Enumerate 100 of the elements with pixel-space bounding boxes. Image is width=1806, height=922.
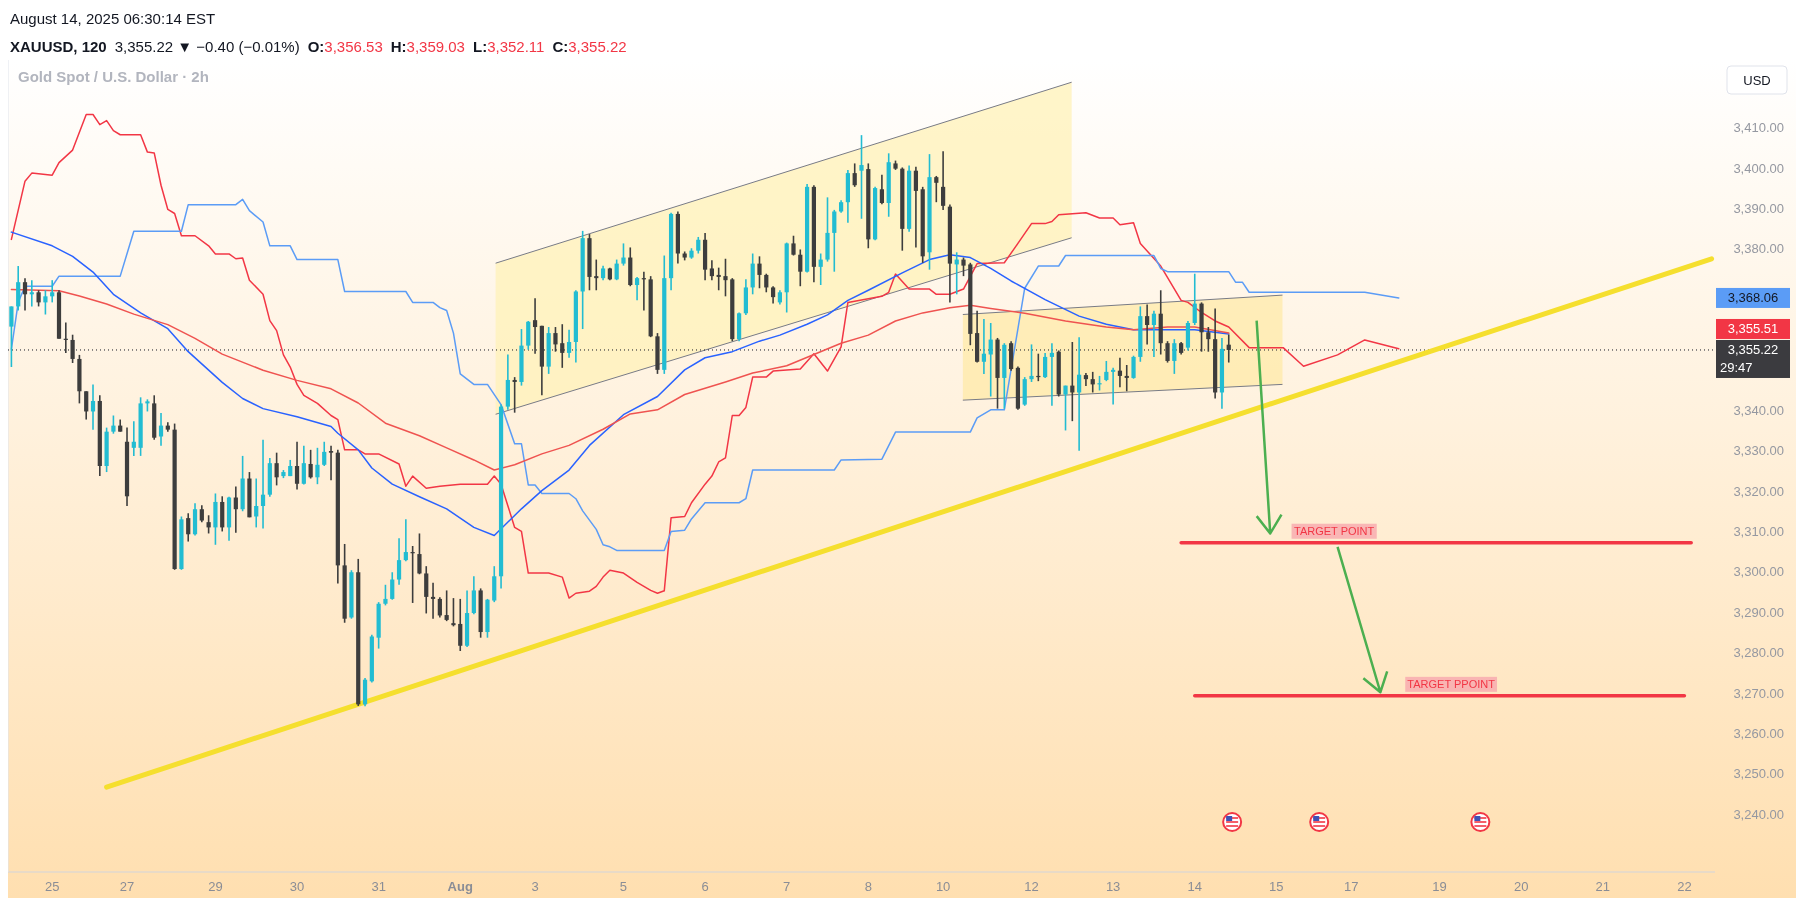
x-tick-label: 17 <box>1343 879 1359 894</box>
y-tick-label: 3,340.00 <box>1733 402 1784 418</box>
y-tick-label: 3,400.00 <box>1733 160 1784 176</box>
y-tick-label: 3,310.00 <box>1733 524 1784 540</box>
y-tick-label: 3,260.00 <box>1733 726 1784 742</box>
candlestick <box>451 597 456 628</box>
text: 3,355.22 ▼ −0.40 (−0.01%) <box>114 38 300 55</box>
text: C:3,355.22 <box>552 38 627 55</box>
candlestick <box>131 420 136 457</box>
candlestick <box>913 165 919 249</box>
y-tick-label: 3,330.00 <box>1733 443 1784 459</box>
candlestick <box>1192 272 1197 326</box>
candlestick <box>254 477 259 529</box>
text: USD <box>1743 73 1771 88</box>
candlestick <box>315 447 320 485</box>
candlestick <box>988 322 993 398</box>
candlestick <box>43 289 48 316</box>
x-tick-label: 10 <box>935 879 951 894</box>
candlestick <box>396 537 402 586</box>
y-tick-label: 3,300.00 <box>1733 564 1784 580</box>
x-tick-label: 15 <box>1269 879 1284 894</box>
y-tick-label: 3,410.00 <box>1733 120 1784 136</box>
candlestick <box>186 512 191 543</box>
ref-line-label: TARGET POINT <box>1294 525 1375 538</box>
candlestick <box>1104 360 1109 382</box>
candlestick <box>1043 352 1048 379</box>
candlestick <box>764 272 769 294</box>
candlestick <box>233 485 238 534</box>
x-tick-label: 5 <box>619 879 628 894</box>
candlestick <box>294 440 300 491</box>
y-tick-label: 3,320.00 <box>1733 483 1784 499</box>
x-tick-label: 20 <box>1513 879 1529 894</box>
candlestick <box>274 451 279 487</box>
candlestick <box>403 518 408 563</box>
y-tick-label: 3,240.00 <box>1733 806 1784 822</box>
candlestick <box>832 209 837 273</box>
candlestick <box>206 514 211 535</box>
candlestick <box>634 276 640 302</box>
text: 3,355.51 <box>1727 321 1779 337</box>
x-tick-label: 31 <box>371 879 386 894</box>
candlestick <box>1117 356 1123 389</box>
candlestick <box>328 445 334 481</box>
y-tick-label: 3,270.00 <box>1733 685 1784 701</box>
candlestick <box>417 532 422 576</box>
candlestick <box>1077 336 1082 452</box>
candlestick <box>437 596 442 619</box>
text: 29:47 <box>1720 360 1753 376</box>
candlestick <box>553 326 558 353</box>
x-tick-label: 13 <box>1105 879 1121 894</box>
candlestick <box>961 256 966 277</box>
candlestick <box>383 583 388 607</box>
line-series <box>10 113 1400 599</box>
candlestick <box>9 305 14 368</box>
candlestick <box>709 259 714 281</box>
x-tick-label: 12 <box>1024 879 1039 894</box>
candlestick <box>1172 338 1177 375</box>
x-tick-label: 29 <box>208 879 223 894</box>
candlestick <box>852 162 857 188</box>
line-series <box>10 231 1230 537</box>
candlestick <box>818 252 823 286</box>
candlestick <box>458 598 463 652</box>
candlestick <box>301 445 306 486</box>
candlestick <box>614 258 619 281</box>
y-tick-label: 3,390.00 <box>1733 200 1784 216</box>
y-tick-label: 3,380.00 <box>1733 241 1784 257</box>
candlestick <box>1131 354 1136 380</box>
line-series <box>10 288 1230 471</box>
candlestick <box>941 150 946 211</box>
candlestick <box>791 234 796 257</box>
x-tick-label: 8 <box>864 879 872 894</box>
candlestick <box>757 255 762 290</box>
x-tick-label: 3 <box>531 879 539 894</box>
x-tick-label: 22 <box>1677 879 1692 894</box>
candlestick <box>566 329 572 359</box>
candlestick <box>1226 333 1231 364</box>
candlestick <box>111 414 116 435</box>
text: O:3,356.53 <box>307 38 383 55</box>
candlestick <box>471 575 476 616</box>
x-tick-label: 21 <box>1595 879 1611 894</box>
x-tick-label: 7 <box>783 879 791 894</box>
candlestick <box>1165 340 1170 364</box>
candlestick <box>1063 384 1068 432</box>
candlestick <box>444 589 449 622</box>
candlestick <box>532 297 538 355</box>
candlestick <box>50 279 55 304</box>
candlestick <box>1145 303 1150 346</box>
x-tick-label: 19 <box>1432 879 1447 894</box>
candlestick <box>158 412 164 447</box>
x-tick-label: 30 <box>289 879 305 894</box>
text: Gold Spot / U.S. Dollar · 2h <box>18 68 209 85</box>
candlestick <box>322 440 327 467</box>
candlestick <box>70 333 75 364</box>
candlestick <box>22 277 28 312</box>
candlestick <box>859 134 864 220</box>
text: 3,368.06 <box>1727 290 1779 306</box>
candlestick <box>621 242 626 267</box>
candlestick <box>424 565 429 615</box>
x-tick-label: 6 <box>701 879 709 894</box>
ref-line-label: TARGET PPOINT <box>1407 678 1496 691</box>
candlestick <box>1029 343 1034 383</box>
